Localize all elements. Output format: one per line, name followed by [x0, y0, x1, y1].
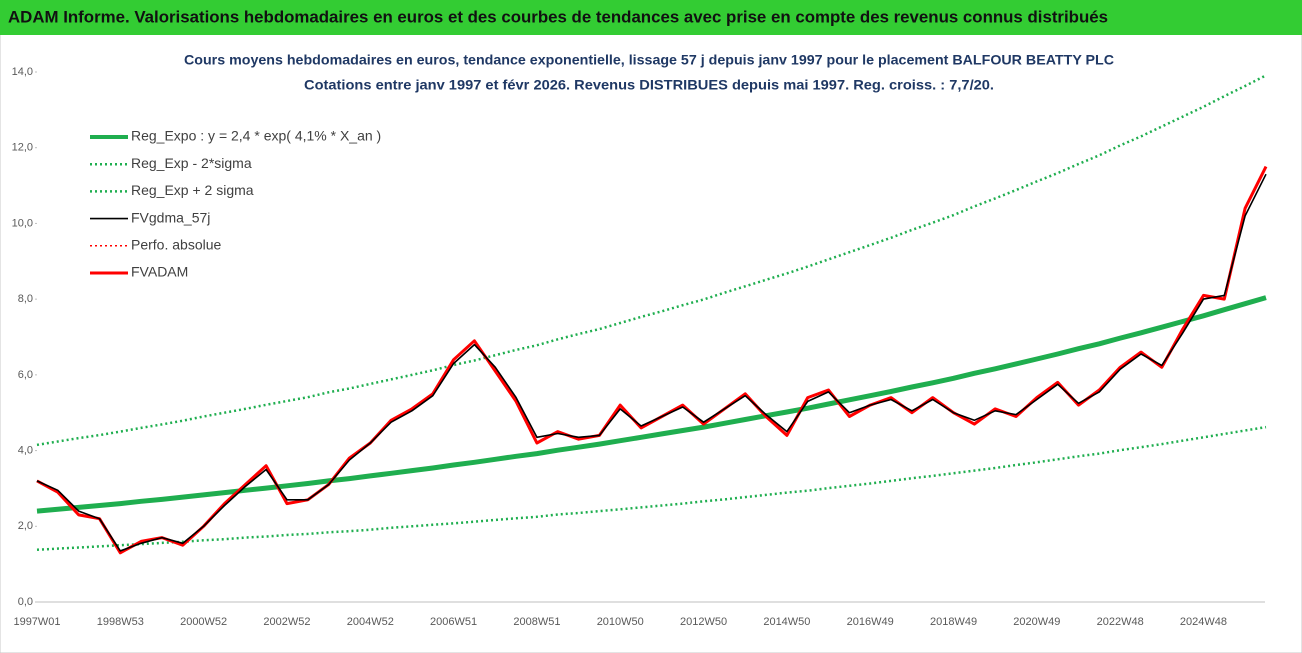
legend-label: FVADAM: [131, 264, 188, 280]
x-tick-label: 2000W52: [180, 616, 227, 628]
y-tick-label: 6,0: [18, 369, 33, 381]
x-tick-label: 2016W49: [847, 616, 894, 628]
x-tick-label: 1998W53: [97, 616, 144, 628]
x-tick-label: 2014W50: [763, 616, 810, 628]
header-title: ADAM Informe. Valorisations hebdomadaire…: [8, 7, 1108, 26]
legend-label: Perfo. absolue: [131, 237, 221, 253]
legend-label: Reg_Exp + 2 sigma: [131, 182, 254, 198]
legend-label: FVgdma_57j: [131, 209, 210, 225]
legend-label: Reg_Exp - 2*sigma: [131, 155, 252, 171]
chart-subtitle: Cotations entre janv 1997 et févr 2026. …: [304, 77, 994, 93]
series-line: [36, 165, 1268, 555]
x-tick-label: 2022W48: [1097, 616, 1144, 628]
x-tick-label: 2008W51: [513, 616, 560, 628]
y-tick-label: 12,0: [12, 142, 33, 154]
x-tick-label: 2020W49: [1013, 616, 1060, 628]
x-tick-label: 2018W49: [930, 616, 977, 628]
x-tick-label: 2004W52: [347, 616, 394, 628]
x-tick-label: 2012W50: [680, 616, 727, 628]
y-tick-label: 4,0: [18, 444, 33, 456]
header-bar: [0, 0, 1302, 35]
y-tick-label: 8,0: [18, 293, 33, 305]
y-tick-label: 2,0: [18, 520, 33, 532]
series-line: [36, 425, 1267, 552]
series-line: [36, 173, 1267, 552]
legend-label: Reg_Expo : y = 2,4 * exp( 4,1% * X_an ): [131, 128, 381, 144]
y-tick-label: 0,0: [18, 596, 33, 608]
chart-title: Cours moyens hebdomadaires en euros, ten…: [184, 52, 1114, 68]
x-tick-label: 2006W51: [430, 616, 477, 628]
x-tick-label: 2002W52: [263, 616, 310, 628]
y-tick-label: 10,0: [12, 217, 33, 229]
y-tick-label: 14,0: [12, 66, 33, 78]
x-tick-label: 2010W50: [597, 616, 644, 628]
x-tick-label: 2024W48: [1180, 616, 1227, 628]
x-tick-label: 1997W01: [13, 616, 60, 628]
